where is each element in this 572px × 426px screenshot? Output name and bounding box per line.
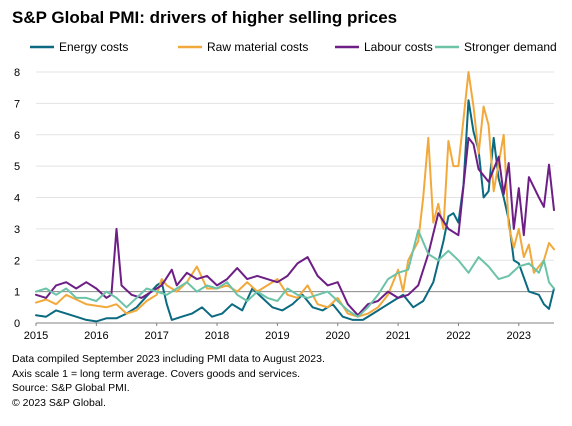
x-tick-label: 2023 (507, 330, 531, 342)
chart-title: S&P Global PMI: drivers of higher sellin… (12, 8, 398, 27)
y-tick-label: 3 (14, 224, 20, 236)
y-tick-label: 8 (14, 67, 20, 79)
legend-label: Stronger demand (464, 40, 557, 54)
series-lines (35, 71, 555, 323)
y-tick-label: 0 (14, 318, 20, 330)
x-tick-label: 2021 (386, 330, 410, 342)
footnote-axis-scale: Axis scale 1 = long term average. Covers… (12, 367, 301, 380)
y-tick-label: 4 (14, 193, 20, 205)
footnote-source: Source: S&P Global PMI. (12, 382, 130, 394)
legend-label: Energy costs (59, 40, 128, 54)
y-tick-label: 2 (14, 255, 20, 267)
legend-label: Labour costs (364, 40, 433, 54)
y-tick-label: 7 (14, 98, 20, 110)
series-line-raw-material-costs (35, 71, 555, 318)
x-tick-label: 2022 (446, 330, 470, 342)
legend: Energy costs Raw material costs Labour cos… (30, 40, 557, 54)
x-tick-label: 2017 (144, 330, 168, 342)
x-tick-label: 2016 (84, 330, 108, 342)
x-tick-label: 2020 (326, 330, 350, 342)
x-tick-label: 2018 (205, 330, 229, 342)
footnote-copyright: © 2023 S&P Global. (12, 396, 106, 409)
series-line-energy-costs (35, 99, 555, 323)
legend-label: Raw material costs (207, 40, 308, 54)
y-tick-label: 1 (14, 287, 20, 299)
footnote-data-compiled: Data compiled September 2023 including P… (12, 353, 325, 365)
y-tick-label: 6 (14, 130, 20, 142)
series-line-stronger-demand (35, 229, 555, 318)
y-tick-label: 5 (14, 161, 20, 173)
axes: 0 1 2 3 4 5 6 7 8 2015 2016 2017 2018 2019 2020 2021 202… (14, 67, 554, 342)
series-line-labour-costs (35, 136, 555, 317)
footnotes: Data compiled September 2023 including P… (12, 352, 325, 410)
x-tick-label: 2019 (265, 330, 289, 342)
x-tick-label: 2015 (24, 330, 48, 342)
